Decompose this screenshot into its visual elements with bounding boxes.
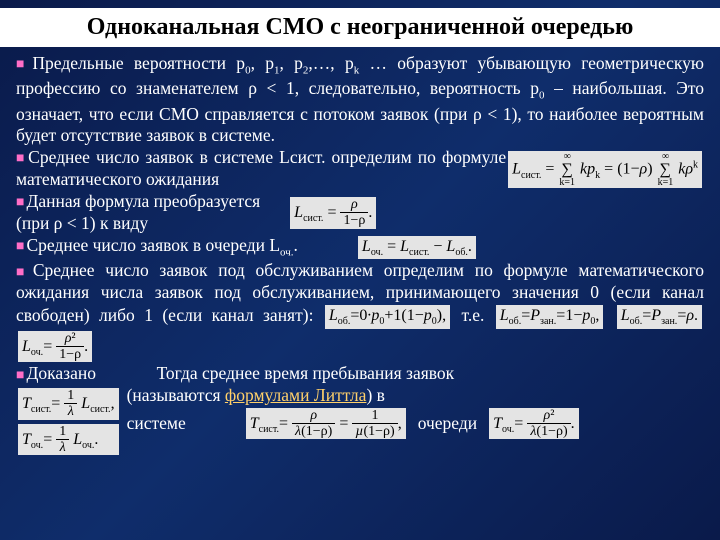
para-3: ■Данная формула преобразуется (при ρ < 1… (16, 191, 704, 235)
formula-1: Lсист. = ∞∑k=1 kpk = (1−ρ) ∞∑k=1 kρk (508, 151, 702, 188)
para-4: ■Среднее число заявок в очереди Lоч.. Lо… (16, 235, 704, 261)
bullet-icon: ■ (16, 265, 31, 280)
bullet-icon: ■ (16, 368, 24, 383)
formula-7: Lоч.= ρ²1−ρ. (18, 331, 92, 362)
para-2: ■Среднее число заявок в системе Lсист. о… (16, 147, 704, 191)
bullet-icon: ■ (16, 57, 30, 72)
underlined: формулами Литтла (225, 385, 367, 405)
formula-3: Lоч. = Lсист. − Lоб.. (358, 236, 476, 260)
formula-6: Lоб.=Pзан.=ρ. (617, 305, 702, 329)
formula-9: Tоч.= 1λ Lоч.. (18, 424, 119, 455)
para-6: ■Доказано Tсист.= 1λ Lсист., Tоч.= 1λ Lо… (16, 363, 704, 456)
formula-8: Tсист.= 1λ Lсист., (18, 388, 119, 419)
formula-2: Lсист. = ρ1−ρ. (290, 197, 376, 228)
formula-5: Lоб.=Pзан.=1−p0, (496, 305, 604, 329)
formula-10: Tсист.= ρλ(1−ρ) = 1µ(1−ρ), (246, 408, 406, 439)
formula-4: Lоб.=0∙p0+1(1−p0), (325, 305, 450, 329)
bullet-icon: ■ (16, 239, 24, 254)
bullet-icon: ■ (16, 195, 24, 210)
content: ■Предельные вероятности p0, p1, p2,…, pk… (16, 53, 704, 456)
bullet-icon: ■ (16, 151, 26, 166)
para-1: ■Предельные вероятности p0, p1, p2,…, pk… (16, 53, 704, 147)
formula-11: Tоч.= ρ²λ(1−ρ). (489, 408, 579, 439)
slide-title: Одноканальная СМО с неограниченной очере… (0, 8, 720, 47)
para-5: ■Среднее число заявок под обслуживанием … (16, 260, 704, 363)
